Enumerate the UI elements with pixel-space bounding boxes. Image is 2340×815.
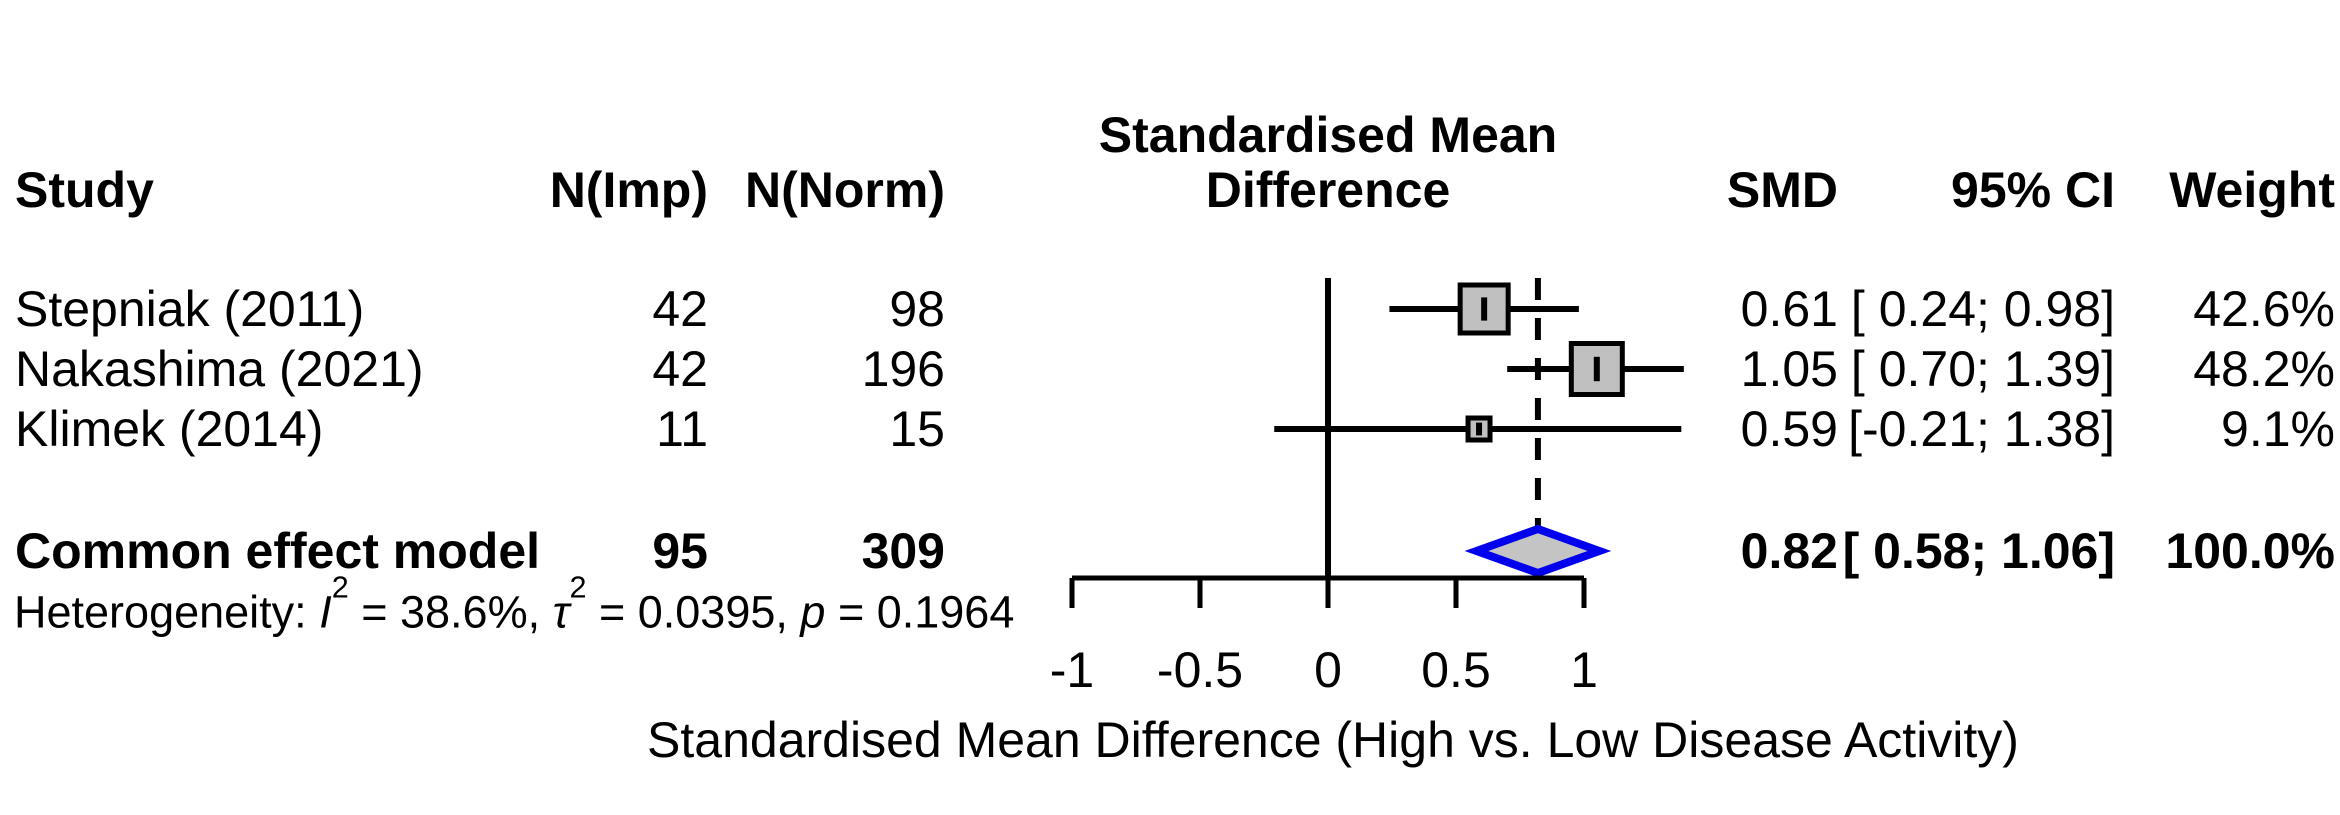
- study-label: Stepniak (2011): [15, 281, 365, 337]
- study-smd-value: 0.61: [1740, 281, 1838, 337]
- het-tau2-value: = 0.0395,: [586, 586, 801, 638]
- study-weight-square: [1568, 341, 1625, 397]
- pooled-ci-value: [ 0.58; 1.06]: [1842, 523, 2115, 579]
- het-i2-symbol: I: [319, 586, 332, 638]
- study-weight: 48.2%: [2193, 341, 2335, 397]
- study-smd-value: 1.05: [1740, 341, 1838, 397]
- pooled-n-norm: 309: [861, 523, 945, 579]
- het-prefix: Heterogeneity:: [14, 586, 320, 638]
- het-i2-value: = 38.6%,: [348, 586, 553, 638]
- study-n-imp: 42: [652, 281, 708, 337]
- pooled-weight: 100.0%: [2165, 523, 2335, 579]
- x-tick-label: 0: [1314, 642, 1342, 698]
- x-tick-label: -0.5: [1156, 642, 1244, 698]
- pooled-n-imp: 95: [652, 523, 708, 579]
- column-header-smd: SMD: [1726, 162, 1838, 218]
- column-header-n-imp: N(Imp): [549, 162, 708, 218]
- study-label: Nakashima (2021): [15, 341, 424, 397]
- column-header-ci: 95% CI: [1951, 162, 2115, 218]
- x-tick-label: 0.5: [1421, 642, 1491, 698]
- column-header-study: Study: [15, 162, 154, 218]
- study-n-norm: 196: [861, 341, 945, 397]
- study-n-imp: 42: [652, 341, 708, 397]
- x-tick-label: -1: [1049, 642, 1095, 698]
- study-ci-value: [ 0.24; 0.98]: [1850, 281, 2115, 337]
- plot-title-line1: Standardised Mean: [1098, 107, 1558, 163]
- study-n-imp: 11: [656, 401, 708, 457]
- plot-title-line2: Difference: [1205, 162, 1451, 218]
- pooled-model-label: Common effect model: [15, 523, 541, 579]
- study-ci-value: [-0.21; 1.38]: [1848, 401, 2115, 457]
- column-header-n-norm: N(Norm): [745, 162, 945, 218]
- x-axis-label: Standardised Mean Difference (High vs. L…: [647, 712, 2019, 768]
- het-p-symbol: p: [800, 586, 826, 638]
- study-weight: 42.6%: [2193, 281, 2335, 337]
- column-header-weight: Weight: [2169, 162, 2335, 218]
- study-n-norm: 15: [889, 401, 945, 457]
- het-p-value: = 0.1964: [825, 586, 1015, 638]
- study-weight: 9.1%: [2221, 401, 2335, 457]
- study-label: Klimek (2014): [15, 401, 324, 457]
- x-tick-label: 1: [1570, 642, 1598, 698]
- heterogeneity-stats: Heterogeneity: I2 = 38.6%, τ2 = 0.0395, …: [14, 572, 1015, 638]
- het-i2-sup: 2: [331, 570, 349, 605]
- study-ci-value: [ 0.70; 1.39]: [1850, 341, 2115, 397]
- pooled-effect-diamond: [1464, 524, 1612, 578]
- pooled-smd-value: 0.82: [1740, 523, 1838, 579]
- study-n-norm: 98: [889, 281, 945, 337]
- het-tau2-sup: 2: [569, 570, 587, 605]
- het-tau2-symbol: τ: [552, 586, 570, 638]
- study-smd-value: 0.59: [1740, 401, 1838, 457]
